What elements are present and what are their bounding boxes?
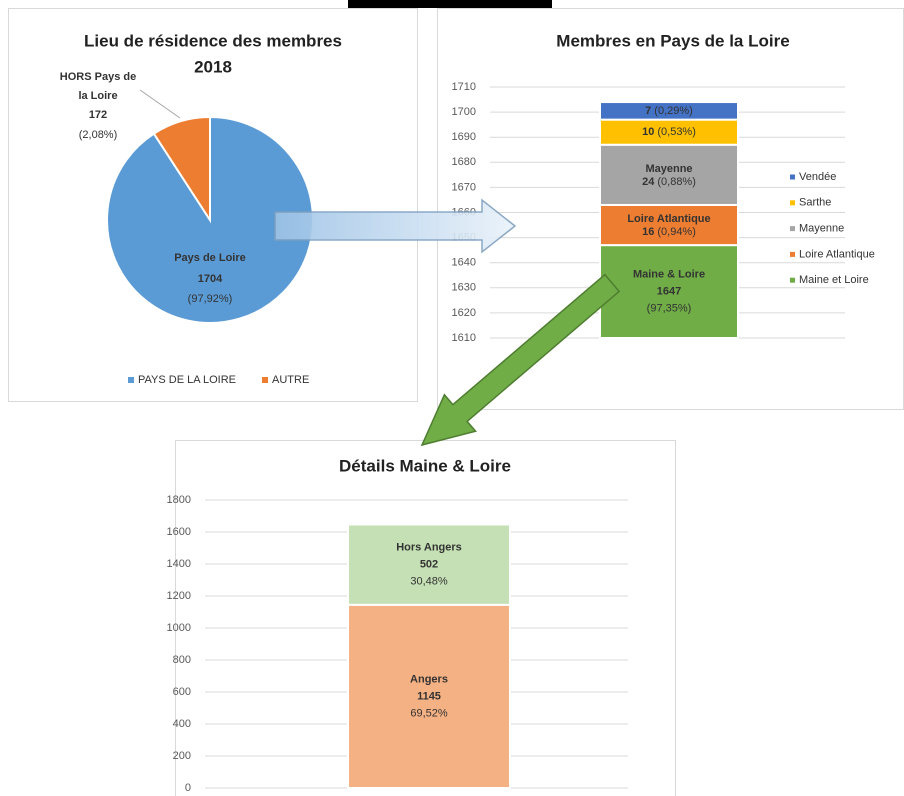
legend-swatch [790, 277, 795, 283]
data-label-percent: (0,88%) [657, 176, 696, 188]
y-tick-label: 1000 [167, 622, 191, 634]
data-label: 16 (0,94%) [642, 226, 696, 238]
chart-title: Détails Maine & Loire [339, 456, 511, 475]
y-tick-label: 1200 [167, 590, 191, 602]
y-tick-label: 600 [173, 686, 191, 698]
legend-label: AUTRE [272, 374, 309, 386]
y-tick-label: 1620 [452, 307, 476, 319]
chart-title: Membres en Pays de la Loire [556, 31, 789, 50]
data-label: (97,92%) [188, 293, 233, 305]
y-tick-label: 1610 [452, 332, 476, 344]
data-label-value: 10 [642, 126, 654, 138]
legend-swatch [790, 226, 795, 232]
bar-segment [347, 603, 511, 789]
data-label: Maine & Loire [633, 268, 705, 280]
arrow [420, 273, 621, 447]
data-label: Loire Atlantique [627, 213, 710, 225]
data-label: HORS Pays de la Loire [60, 71, 136, 102]
pie-slice [152, 115, 211, 224]
legend-swatch [262, 377, 268, 383]
chart: Membres en Pays de la Loire1610162016301… [452, 31, 875, 343]
chart: Détails Maine & Loire 0 200 400 600 800 1000 12… [167, 456, 628, 794]
data-label: 24 (0,88%) [642, 176, 696, 188]
legend-label: Loire Atlantique [799, 248, 875, 260]
legend-label: Sarthe [799, 197, 831, 209]
header-bar [348, 0, 552, 8]
bar-segment [599, 143, 739, 206]
data-label-percent: (0,94%) [657, 226, 696, 238]
legend-label: PAYS DE LA LOIRE [138, 374, 236, 386]
data-label-part: la Loire [78, 90, 117, 102]
legend-label: Maine et Loire [799, 274, 869, 286]
data-label: 1145 [417, 690, 441, 702]
y-tick-label: 1690 [452, 131, 476, 143]
y-tick-label: 200 [173, 750, 191, 762]
data-label: 7 (0,29%) [645, 105, 693, 117]
data-label-value: 16 [642, 226, 654, 238]
legend-swatch [128, 377, 134, 383]
data-label-percent: (0,53%) [657, 126, 696, 138]
y-tick-label: 1710 [452, 81, 476, 93]
data-label: 172 [89, 109, 107, 121]
bar-segment [347, 523, 511, 606]
y-tick-label: 1640 [452, 257, 476, 269]
legend-label: Mayenne [799, 223, 844, 235]
data-label: Hors Angers [396, 542, 462, 554]
legend-swatch [790, 200, 795, 206]
data-label: 1647 [657, 285, 681, 297]
legend-swatch [790, 251, 795, 257]
data-label: (2,08%) [79, 129, 118, 141]
y-tick-label: 1700 [452, 106, 476, 118]
data-label: (97,35%) [647, 302, 692, 314]
data-label: 502 [420, 559, 438, 571]
y-tick-label: 1630 [452, 282, 476, 294]
data-label: 10 (0,53%) [642, 126, 696, 138]
chart-subtitle: 2018 [194, 57, 232, 76]
leader-line [139, 89, 181, 119]
data-label: Mayenne [645, 163, 692, 175]
bar-segment [599, 203, 739, 247]
data-label-value: 24 [642, 176, 655, 188]
data-label: 1704 [198, 273, 223, 285]
legend-label: Vendée [799, 171, 836, 183]
data-label: Angers [410, 673, 448, 685]
data-label-part: HORS Pays de [60, 71, 136, 83]
y-tick-label: 400 [173, 718, 191, 730]
data-label-percent: (0,29%) [654, 105, 693, 117]
data-label: 30,48% [410, 576, 448, 588]
bar-segment [599, 101, 739, 121]
y-tick-label: 0 [185, 782, 191, 794]
y-tick-label: 1400 [167, 558, 191, 570]
legend-swatch [790, 174, 795, 180]
y-tick-label: 800 [173, 654, 191, 666]
y-tick-label: 1800 [167, 494, 191, 506]
chart: Lieu de résidence des membres 2018 Pays de… [60, 31, 342, 385]
arrow [274, 198, 517, 254]
y-tick-label: 1600 [167, 526, 191, 538]
y-tick-label: 1680 [452, 156, 476, 168]
pie-slice [106, 115, 314, 324]
data-label: Pays de Loire [174, 252, 246, 264]
y-tick-label: 1670 [452, 181, 476, 193]
chart-title: Lieu de résidence des membres [84, 31, 342, 50]
data-label-value: 7 [645, 105, 651, 117]
data-label: 69,52% [410, 707, 448, 719]
